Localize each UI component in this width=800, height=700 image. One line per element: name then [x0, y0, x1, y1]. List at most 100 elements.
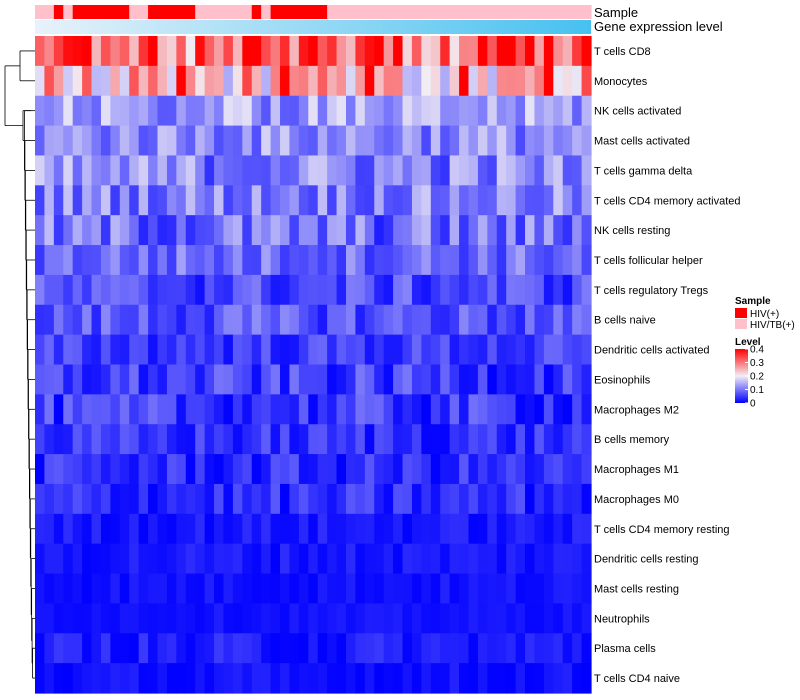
heatmap-cell: [345, 364, 356, 395]
heatmap-cell: [44, 185, 55, 216]
heatmap-cell: [393, 483, 404, 515]
heatmap-cell: [53, 274, 64, 306]
heatmap-cell: [383, 125, 394, 157]
heatmap-cell: [110, 65, 121, 97]
heatmap-cell: [383, 274, 394, 306]
heatmap-cell: [336, 65, 347, 97]
heatmap-cell: [138, 185, 149, 216]
heatmap-cell: [129, 394, 140, 425]
heatmap-cell: [496, 424, 507, 455]
heatmap-cell: [440, 125, 451, 157]
heatmap-cell: [232, 663, 243, 694]
heatmap-cell: [100, 633, 111, 664]
heatmap-cell: [138, 334, 149, 366]
heatmap-cell: [242, 274, 253, 306]
heatmap-cell: [223, 125, 234, 157]
heatmap-cell: [336, 125, 347, 157]
heatmap-cell: [581, 95, 592, 127]
heatmap-cell: [525, 334, 536, 366]
heatmap-cell: [280, 454, 291, 485]
heatmap-cell: [176, 304, 187, 336]
heatmap-cell: [525, 603, 536, 634]
heatmap-cell: [35, 36, 46, 67]
heatmap-cell: [525, 394, 536, 425]
heatmap-cell: [261, 454, 272, 485]
heatmap-cell: [402, 603, 413, 634]
heatmap-cell: [157, 454, 168, 485]
heatmap-cell: [176, 95, 187, 127]
heatmap-cell: [515, 573, 526, 605]
heatmap-cell: [185, 454, 196, 485]
heatmap-cell: [110, 603, 121, 634]
heatmap-cell: [63, 543, 74, 575]
heatmap-cell: [430, 424, 441, 455]
heatmap-cell: [35, 95, 46, 127]
heatmap-cell: [82, 65, 93, 97]
heatmap-cell: [553, 215, 564, 246]
heatmap-cell: [270, 36, 281, 67]
heatmap-cell: [477, 334, 488, 366]
heatmap-cell: [72, 245, 83, 276]
heatmap-cell: [364, 215, 375, 246]
heatmap-cell: [506, 543, 517, 575]
heatmap-cell: [35, 155, 46, 186]
heatmap-cell: [72, 274, 83, 306]
sample-annotation-cell: [440, 5, 451, 19]
legend-level-tick-label: 0: [750, 399, 756, 410]
heatmap-cell: [477, 633, 488, 664]
heatmap-cell: [204, 364, 215, 395]
heatmap-cell: [383, 394, 394, 425]
heatmap-cell: [251, 573, 262, 605]
sample-annotation-cell: [204, 5, 215, 19]
heatmap-cell: [242, 65, 253, 97]
heatmap-cell: [327, 454, 338, 485]
heatmap-cell: [223, 543, 234, 575]
heatmap-cell: [317, 633, 328, 664]
heatmap-cell: [317, 663, 328, 694]
heatmap-cell: [280, 633, 291, 664]
heatmap-cell: [459, 125, 470, 157]
heatmap-cell: [270, 603, 281, 634]
heatmap-cell: [129, 364, 140, 395]
heatmap-cell: [383, 454, 394, 485]
heatmap-cell: [242, 95, 253, 127]
heatmap-cell: [477, 125, 488, 157]
heatmap-cell: [543, 663, 554, 694]
heatmap-cell: [63, 633, 74, 664]
heatmap-cell: [411, 274, 422, 306]
heatmap-cell: [449, 215, 460, 246]
sample-annotation-cell: [402, 5, 413, 19]
sample-annotation-cell: [63, 5, 74, 19]
heatmap-cell: [242, 36, 253, 67]
heatmap-cell: [393, 633, 404, 664]
heatmap-cell: [148, 394, 159, 425]
heatmap-cell: [487, 454, 498, 485]
heatmap-cell: [515, 155, 526, 186]
heatmap-cell: [53, 633, 64, 664]
heatmap-cell: [553, 394, 564, 425]
heatmap-cell: [543, 364, 554, 395]
heatmap-cell: [298, 304, 309, 336]
heatmap-cell: [336, 155, 347, 186]
heatmap-cell: [430, 394, 441, 425]
heatmap-cell: [402, 483, 413, 515]
heatmap-cell: [110, 334, 121, 366]
sample-annotation-cell: [129, 5, 140, 19]
heatmap-cell: [35, 334, 46, 366]
heatmap-cell: [176, 274, 187, 306]
sample-annotation-cell: [232, 5, 243, 19]
sample-annotation-cell: [336, 5, 347, 19]
heatmap-cell: [449, 334, 460, 366]
heatmap-cell: [204, 663, 215, 694]
row-label: T cells CD4 memory resting: [594, 524, 730, 536]
heatmap-cell: [214, 185, 225, 216]
heatmap-cell: [129, 304, 140, 336]
heatmap-cell: [185, 125, 196, 157]
row-label: T cells CD8: [594, 46, 651, 58]
heatmap-cell: [280, 185, 291, 216]
heatmap-cell: [280, 573, 291, 605]
heatmap-cell: [581, 663, 592, 694]
heatmap-cell: [110, 185, 121, 216]
heatmap-cell: [440, 573, 451, 605]
heatmap-cell: [280, 245, 291, 276]
